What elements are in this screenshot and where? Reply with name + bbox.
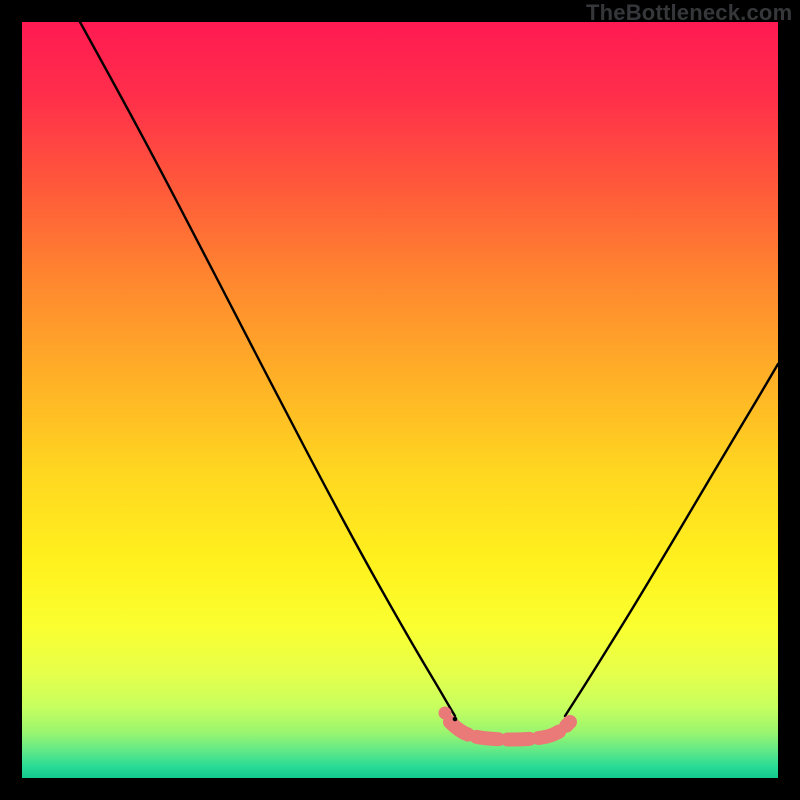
chart-svg: [22, 22, 778, 778]
gradient-background: [22, 22, 778, 778]
plot-area: [22, 22, 778, 778]
valley-tiny-black-dot: [453, 717, 458, 722]
